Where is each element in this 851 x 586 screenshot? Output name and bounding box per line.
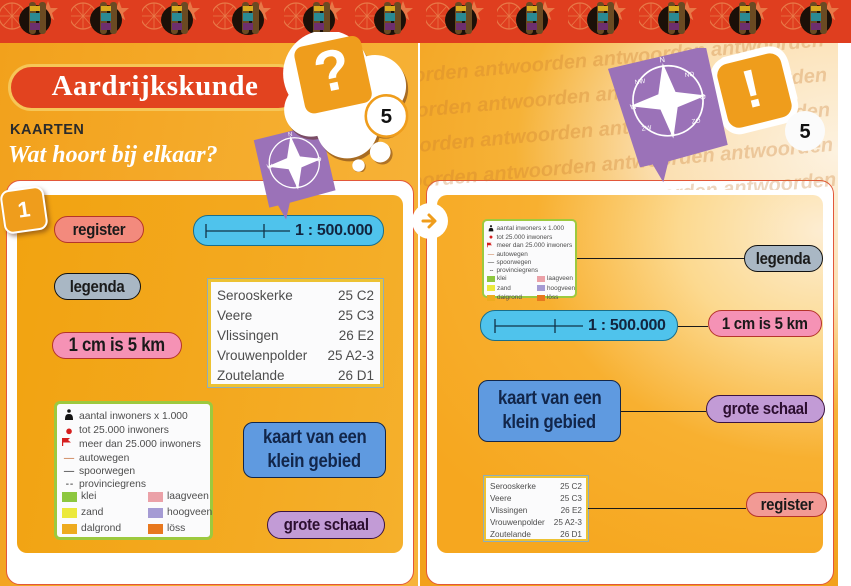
svg-text:5: 5: [381, 105, 393, 128]
svg-text:NW: NW: [634, 78, 645, 86]
svg-text:ZW: ZW: [641, 124, 652, 132]
svg-text:ZO: ZO: [691, 117, 701, 125]
svg-text:5: 5: [799, 121, 810, 143]
svg-text:W: W: [266, 164, 273, 171]
svg-text:NO: NO: [684, 71, 694, 79]
